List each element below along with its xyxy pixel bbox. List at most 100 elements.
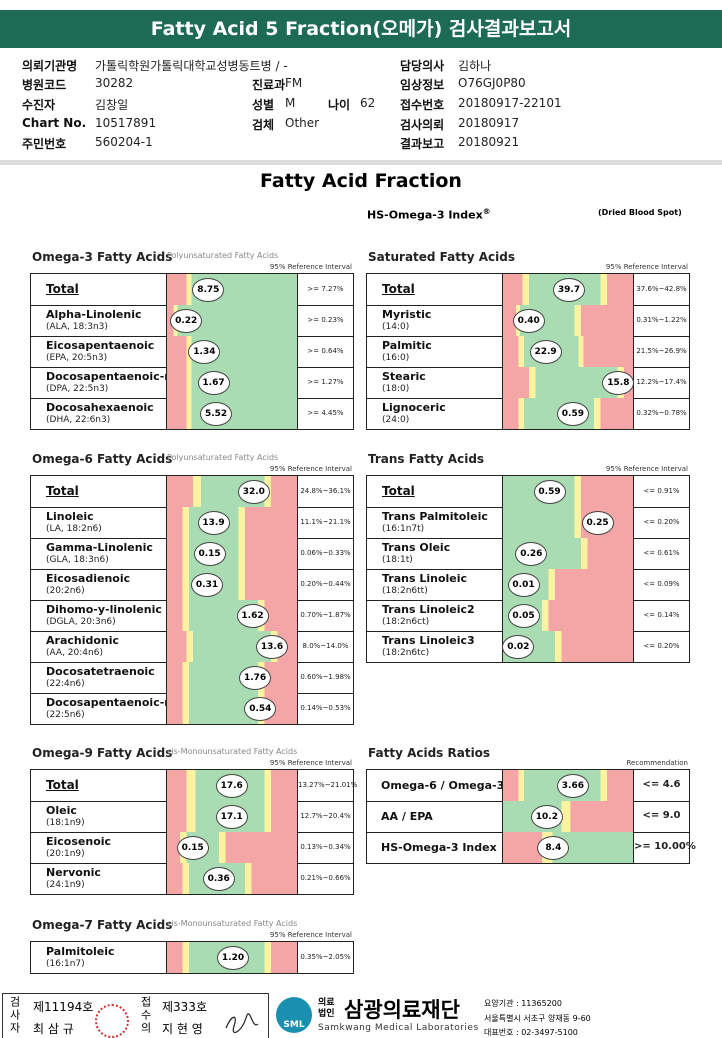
reference-value: <= 0.61% xyxy=(643,549,680,557)
value-bubble: 0.40 xyxy=(512,308,545,333)
signature xyxy=(225,1013,259,1034)
value-bubble: 10.2 xyxy=(530,804,563,829)
info-value: 김창일 xyxy=(95,98,129,112)
range-bar: 0.31 xyxy=(166,569,298,600)
row-name: Myristic xyxy=(382,308,432,321)
logo: SML xyxy=(276,997,312,1033)
row-sub: (DPA, 22:5n3) xyxy=(46,384,109,394)
org-phone: 대표번호 : 02-3497-5100 xyxy=(484,1028,578,1037)
reference-header: 95% Reference Interval xyxy=(605,263,688,271)
reference-value: <= 0.14% xyxy=(643,611,680,619)
range-bar: 0.01 xyxy=(502,569,634,600)
reference-value: 0.14%~0.53% xyxy=(300,704,351,712)
reference-value: >= 10.00% xyxy=(634,841,696,852)
range-bar: 0.25 xyxy=(502,507,634,538)
row-name: Total xyxy=(46,282,79,296)
value-bubble: 0.25 xyxy=(581,510,614,535)
range-bar: 8.4 xyxy=(502,832,634,863)
reference-value: <= 4.6 xyxy=(642,779,681,790)
panel-box: Omega-6 / Omega-3 3.66 <= 4.6 AA / EPA 10.2 <… xyxy=(366,769,696,864)
row-name: Alpha-Linolenic xyxy=(46,308,142,321)
range-bar: 0.54 xyxy=(166,693,298,724)
org-address: 서울특별시 서초구 양재동 9-60 xyxy=(484,1014,591,1023)
receiver-role: 접수의 xyxy=(139,996,152,1035)
row-sub: (ALA, 18:3n3) xyxy=(46,322,108,332)
row-sub: (22:4n6) xyxy=(46,679,85,689)
row-name: Trans Linoleic3 xyxy=(382,634,475,647)
value-bubble: 5.52 xyxy=(200,401,233,426)
panel-box: Palmitoleic (16:1n7) 1.20 0.35%~2.05% xyxy=(30,941,354,974)
row-name: Linoleic xyxy=(46,510,94,523)
value-bubble: 39.7 xyxy=(553,277,585,302)
value-bubble: 22.9 xyxy=(529,339,562,364)
reference-header: 95% Reference Interval xyxy=(269,263,352,271)
report-title: Fatty Acid 5 Fraction(오메가) 검사결과보고서 xyxy=(150,18,572,40)
range-bar: 8.75 xyxy=(166,274,298,305)
reference-value: <= 0.91% xyxy=(643,487,680,495)
panel-box: Total 8.75 >= 7.27% Alpha-Linolenic (ALA, 18… xyxy=(30,273,354,430)
info-value: 20180917-22101 xyxy=(458,96,562,110)
panel-box: Total 39.7 37.6%~42.8% Myristic (14:0) 0.40 0.… xyxy=(366,273,690,430)
reference-value: 0.21%~0.66% xyxy=(300,874,351,882)
reference-value: 37.6%~42.8% xyxy=(636,285,687,293)
value-bubble: 0.01 xyxy=(507,572,540,597)
panel-title: Omega-7 Fatty Acids xyxy=(32,918,173,932)
row-name: Trans Oleic xyxy=(382,541,451,554)
row-sub: (16:1n7) xyxy=(46,959,85,969)
range-bar: 32.0 xyxy=(166,476,298,507)
row-name: Total xyxy=(46,484,79,498)
info-label: 병원코드 xyxy=(22,78,67,92)
reference-header: 95% Reference Interval xyxy=(269,759,352,767)
panel-subtitle: Polyunsaturated Fatty Acids xyxy=(167,251,279,260)
row-sub: (LA, 18:2n6) xyxy=(46,524,102,534)
panel-box: Total 17.6 13.27%~21.01% Oleic (18:1n9) 17.1 1… xyxy=(30,769,357,895)
row-name: Eicosenoic xyxy=(46,835,112,848)
info-label: 성별 xyxy=(252,98,275,112)
signature-box xyxy=(2,993,269,1038)
row-sub: (16:0) xyxy=(382,353,410,363)
info-value: 20180921 xyxy=(458,135,520,149)
value-bubble: 1.76 xyxy=(239,665,272,690)
range-bar: 1.34 xyxy=(166,336,298,367)
row-sub: (18:2n6tc) xyxy=(382,648,430,658)
inspector-name: 최 삼 규 xyxy=(33,1022,74,1036)
info-value: 20180917 xyxy=(458,116,520,130)
reference-value: 0.60%~1.98% xyxy=(300,673,351,681)
info-value: FM xyxy=(285,76,303,90)
corp-type: 의료법인 xyxy=(318,998,335,1019)
reference-header: 95% Reference Interval xyxy=(269,465,352,473)
inspector-no: 제11194호 xyxy=(33,1000,94,1014)
reference-value: >= 0.23% xyxy=(307,316,344,324)
row-sub: (20:1n9) xyxy=(46,849,85,859)
reference-value: 0.70%~1.87% xyxy=(300,611,351,619)
row-sub: (14:0) xyxy=(382,322,410,332)
reference-value: >= 1.27% xyxy=(307,378,344,386)
reference-value: >= 0.64% xyxy=(307,347,344,355)
row-sub: (DHA, 22:6n3) xyxy=(46,415,111,425)
row-sub: (DGLA, 20:3n6) xyxy=(46,617,116,627)
range-bar: 3.66 xyxy=(502,770,634,801)
panel-title: Fatty Acids Ratios xyxy=(368,746,491,760)
range-bar: 0.22 xyxy=(166,305,298,336)
info-label: 나이 xyxy=(328,98,351,112)
value-bubble: 0.26 xyxy=(515,541,548,566)
org-en: Samkwang Medical Laboratories xyxy=(318,1023,479,1033)
row-name: Palmitoleic xyxy=(46,945,115,958)
value-bubble: 3.66 xyxy=(556,773,589,798)
value-bubble: 0.22 xyxy=(170,308,203,333)
panel-title: Omega-9 Fatty Acids xyxy=(32,746,173,760)
value-bubble: 0.15 xyxy=(176,835,209,860)
panel-subtitle: cis-Monounsaturated Fatty Acids xyxy=(167,919,298,928)
info-label: 의뢰기관명 xyxy=(22,59,78,73)
value-bubble: 0.05 xyxy=(507,603,540,628)
range-bar: 39.7 xyxy=(502,274,634,305)
reference-value: >= 4.45% xyxy=(307,409,344,417)
value-bubble: 1.67 xyxy=(197,370,230,395)
row-sub: (EPA, 20:5n3) xyxy=(46,353,108,363)
specimen-label: (Dried Blood Spot) xyxy=(598,208,682,217)
receiver-no: 제333호 xyxy=(162,1000,207,1014)
info-value: 62 xyxy=(360,96,376,110)
value-bubble: 1.62 xyxy=(236,603,269,628)
index-text: HS-Omega-3 Index xyxy=(367,208,483,222)
reference-value: <= 0.09% xyxy=(643,580,680,588)
